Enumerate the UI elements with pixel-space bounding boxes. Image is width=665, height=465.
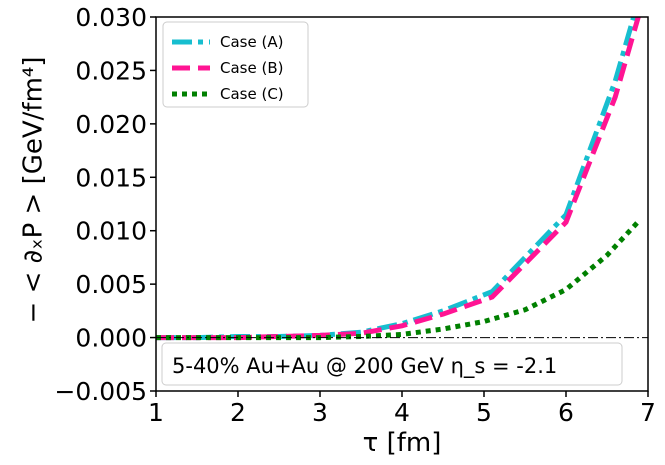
series-line-1	[156, 17, 641, 341]
y-tick-label-1: 0.000	[75, 324, 147, 353]
x-tick-label-3: 4	[394, 398, 410, 427]
annotation-text: 5-40% Au+Au @ 200 GeV η_s = -2.1	[172, 354, 557, 379]
legend: Case (A) Case (B) Case (C)	[162, 21, 309, 108]
y-axis-label: − < ∂ₓP > [GeV/fm⁴]	[19, 57, 49, 324]
annotation: 5-40% Au+Au @ 200 GeV η_s = -2.1	[161, 342, 623, 386]
series-line-0	[156, 17, 637, 341]
legend-label-0: Case (A)	[220, 33, 283, 51]
legend-label-2: Case (C)	[220, 85, 284, 103]
y-tick-label-7: 0.030	[75, 3, 147, 32]
legend-entries: Case (A) Case (B) Case (C)	[172, 33, 284, 103]
y-tick-label-3: 0.010	[75, 217, 147, 246]
x-tick-label-0: 1	[148, 398, 164, 427]
y-tick-label-2: 0.005	[75, 270, 147, 299]
x-tick-label-2: 3	[312, 398, 328, 427]
y-tick-label-6: 0.025	[75, 56, 147, 85]
y-tick-label-0: −0.005	[54, 377, 147, 406]
y-tick-label-5: 0.020	[75, 110, 147, 139]
plot-frame	[155, 16, 649, 392]
series-line-2	[156, 218, 642, 341]
annotation-box	[161, 342, 623, 386]
x-tick-label-5: 6	[558, 398, 574, 427]
y-tick-label-4: 0.015	[75, 163, 147, 192]
x-tick-label-4: 5	[476, 398, 492, 427]
legend-label-1: Case (B)	[220, 59, 283, 77]
y-axis-title: − < ∂ₓP > [GeV/fm⁴]	[19, 57, 49, 324]
x-tick-label-1: 2	[230, 398, 246, 427]
x-axis-label: τ [fm]	[363, 428, 442, 458]
x-tick-label-6: 7	[640, 398, 656, 427]
tick-layer: 1 2 3 4 5 6 7 −0.005 0.000 0.005 0.010 0.015 0.020 0.…	[54, 3, 655, 427]
